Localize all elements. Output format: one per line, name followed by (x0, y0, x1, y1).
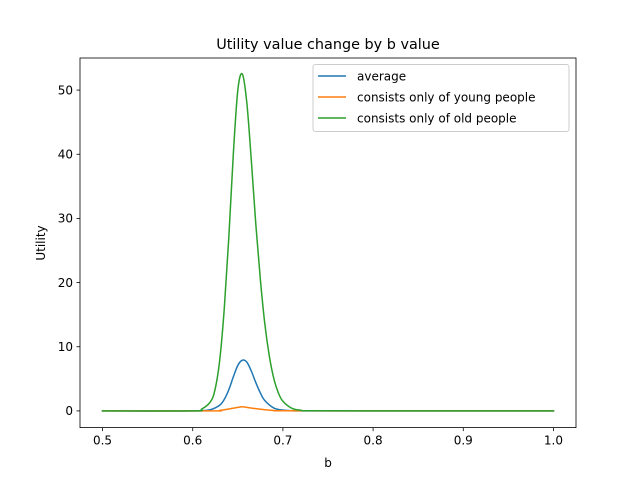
y-axis: 0 10 20 30 40 50 (58, 83, 80, 418)
y-tick-label: 50 (58, 83, 73, 97)
legend-label-2: consists only of old people (357, 111, 517, 125)
x-tick-label: 0.9 (454, 434, 473, 448)
y-tick-label: 10 (58, 340, 73, 354)
series-line-2 (101, 72, 555, 412)
legend: average consists only of young people cons… (312, 64, 570, 132)
x-axis: 0.5 0.6 0.7 0.8 0.9 1.0 (93, 427, 563, 448)
x-tick-label: 1.0 (544, 434, 563, 448)
axes-frame (79, 57, 577, 429)
x-tick-label: 0.7 (273, 434, 292, 448)
legend-box (312, 64, 570, 132)
x-tick-label: 0.8 (364, 434, 383, 448)
legend-label-1: consists only of young people (357, 90, 536, 104)
chart-title: Utility value change by b value (216, 37, 440, 53)
x-tick-label: 0.5 (93, 434, 112, 448)
y-tick-label: 40 (58, 148, 73, 162)
y-tick-label: 20 (58, 276, 73, 290)
x-tick-label: 0.6 (183, 434, 202, 448)
y-tick-label: 0 (65, 404, 73, 418)
y-axis-label: Utility (34, 225, 48, 260)
series-layer (101, 72, 555, 412)
x-axis-label: b (324, 456, 332, 470)
y-tick-label: 30 (58, 212, 73, 226)
legend-label-0: average (357, 69, 406, 83)
